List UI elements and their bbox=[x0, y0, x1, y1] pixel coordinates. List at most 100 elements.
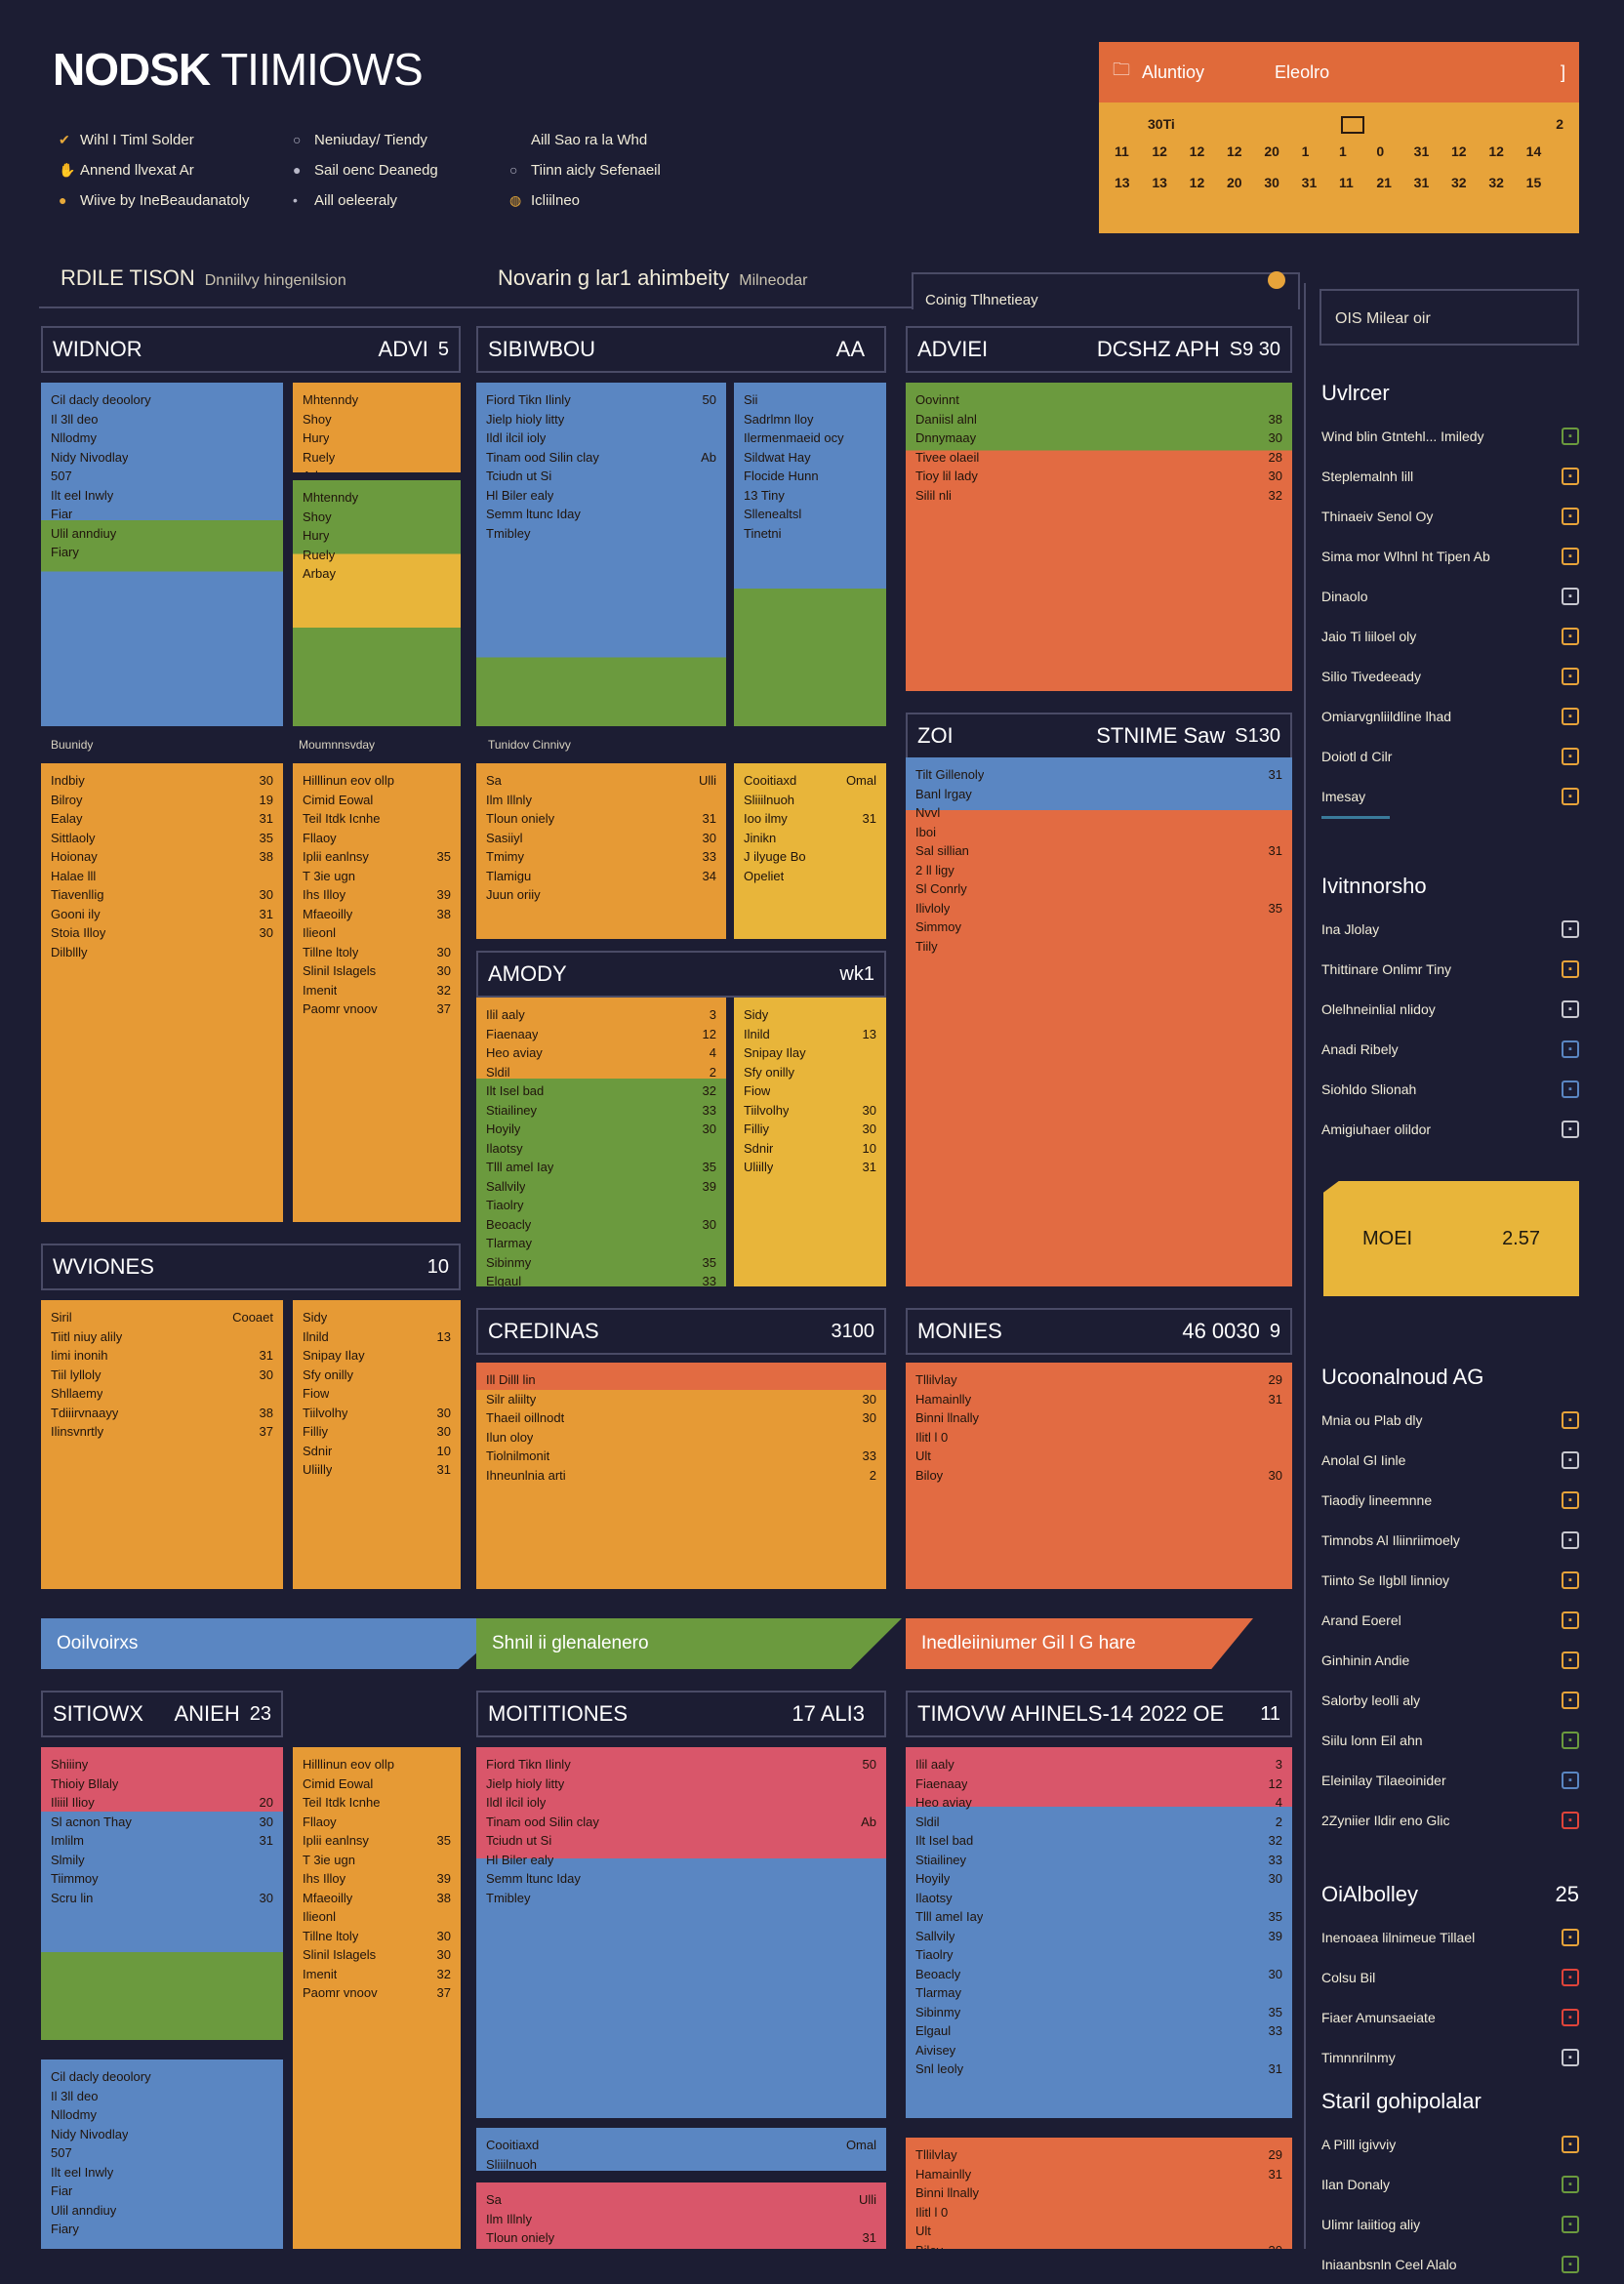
list-item[interactable]: Fllaoy bbox=[303, 1813, 451, 1832]
list-item[interactable]: Fiord Tikn Ilinly 50 bbox=[486, 390, 716, 410]
panel-header[interactable]: ZOI STNIME Saw S130 bbox=[906, 713, 1292, 759]
calendar-day[interactable]: 12 bbox=[1189, 175, 1205, 190]
card-b[interactable]: Mhtenndy Shoy Hury Ruely Arbay bbox=[293, 383, 461, 472]
list-item[interactable]: Ilt eel Inwly bbox=[51, 2163, 273, 2182]
card-l[interactable]: Sidy Ilnild 13 Snipay Ilay Sfy onilly Fiow Tii… bbox=[293, 1300, 461, 1589]
list-item[interactable]: Imenit 32 bbox=[303, 1965, 451, 1984]
calendar-day[interactable]: 12 bbox=[1189, 143, 1205, 159]
panel-header[interactable]: SITIOWX ANIEH 23 bbox=[41, 1691, 283, 1737]
section-banner[interactable]: Ooilvoirxs bbox=[41, 1618, 515, 1669]
list-item[interactable]: Ilt Isel bad 32 bbox=[915, 1831, 1282, 1851]
list-item[interactable]: Elgaul 33 bbox=[915, 2021, 1282, 2041]
list-item[interactable]: Thaeil oillnodt 30 bbox=[486, 1408, 876, 1428]
panel-header[interactable]: MOITITIONES 17 ALI3 bbox=[476, 1691, 886, 1737]
list-item[interactable]: Jielp hioly litty bbox=[486, 1774, 876, 1794]
list-item[interactable]: Shllaemy bbox=[51, 1384, 273, 1404]
list-item[interactable]: Hl Biler ealy bbox=[486, 1851, 876, 1870]
list-item[interactable]: T 3ie ugn bbox=[303, 1851, 451, 1870]
sidebar-item[interactable]: Steplemalnh lill ▪ bbox=[1321, 456, 1579, 496]
card-n[interactable]: Ill Dilll lin Silr aliilty 30 Thaeil oillno… bbox=[476, 1363, 886, 1589]
list-item[interactable]: Iliiil Ilioy 20 bbox=[51, 1793, 273, 1813]
tab-timeline[interactable]: Coinig Tlhnetieay bbox=[912, 272, 1300, 309]
sidebar-item[interactable]: Arand Eoerel ▪ bbox=[1321, 1600, 1579, 1640]
list-item[interactable]: Hamainlly 31 bbox=[915, 1390, 1282, 1409]
sidebar-item[interactable]: Inenoaea lilnimeue Tillael ▪ bbox=[1321, 1917, 1579, 1957]
list-item[interactable]: Tllilvlay 29 bbox=[915, 1370, 1282, 1390]
list-item[interactable]: Sallvily 39 bbox=[915, 1927, 1282, 1946]
list-item[interactable]: Ioo ilmy 31 bbox=[744, 809, 876, 829]
list-item[interactable]: Iplii eanlnsy 35 bbox=[303, 847, 451, 867]
calendar-day[interactable]: 30 bbox=[1264, 175, 1279, 190]
legend-item[interactable]: ✔ Wihl I Timl Solder bbox=[59, 125, 249, 155]
sidebar-search-input[interactable]: OIS Milear oir bbox=[1320, 289, 1579, 346]
list-item[interactable]: Cimid Eowal bbox=[303, 1774, 451, 1794]
list-item[interactable]: Sadrlmn lloy bbox=[744, 410, 876, 429]
list-item[interactable]: Tciudn ut Si bbox=[486, 1831, 876, 1851]
panel-header[interactable]: AMODY wk1 bbox=[476, 951, 886, 998]
section-label-mid[interactable]: Novarin g lar1 ahimbeity Milneodar bbox=[498, 265, 808, 290]
calendar-day[interactable]: 32 bbox=[1488, 175, 1504, 190]
list-item[interactable]: Imenit 32 bbox=[303, 981, 451, 1000]
sidebar-item[interactable]: Colsu Bil ▪ bbox=[1321, 1957, 1579, 1997]
list-item[interactable]: Teil Itdk Icnhe bbox=[303, 809, 451, 829]
list-item[interactable]: 13 Tiny bbox=[744, 486, 876, 506]
panel-header[interactable]: TIMOVW AHINELS-14 2022 OE 11 bbox=[906, 1691, 1292, 1737]
list-item[interactable]: Cil dacly deoolory bbox=[51, 390, 273, 410]
list-item[interactable]: Tioy lil lady 30 bbox=[915, 467, 1282, 486]
card-a[interactable]: Cil dacly deoolory Il 3ll deo Nllodmy Nidy … bbox=[41, 383, 283, 726]
list-item[interactable]: Flocide Hunn bbox=[744, 467, 876, 486]
list-item[interactable]: Aivisey bbox=[915, 2041, 1282, 2060]
list-item[interactable]: Tlll amel Iay 35 bbox=[486, 1158, 716, 1177]
highlight-card[interactable]: MOEI 2.57 bbox=[1323, 1181, 1579, 1296]
calendar-day[interactable]: 12 bbox=[1450, 143, 1467, 159]
list-item[interactable]: Biloy 30 bbox=[915, 1466, 1282, 1486]
calendar-day[interactable]: 32 bbox=[1450, 175, 1467, 190]
list-item[interactable]: Shoy bbox=[303, 508, 451, 527]
list-item[interactable]: Tiavenllig 30 bbox=[51, 885, 273, 905]
sidebar-item[interactable]: A Pilll igivviy ▪ bbox=[1321, 2124, 1579, 2164]
list-item[interactable]: Hoyily 30 bbox=[486, 1120, 716, 1139]
list-item[interactable]: Sl Conrly bbox=[915, 879, 1282, 899]
calendar-day[interactable]: 12 bbox=[1488, 143, 1504, 159]
card-a[interactable]: Cil dacly deoolory Il 3ll deo Nllodmy Nidy … bbox=[41, 2060, 283, 2249]
sidebar-item[interactable]: Ina Jlolay ▪ bbox=[1321, 909, 1579, 949]
list-item[interactable]: Ilermenmaeid ocy bbox=[744, 428, 876, 448]
list-item[interactable]: Tlamigu 34 bbox=[486, 867, 716, 886]
list-item[interactable]: Sldil 2 bbox=[486, 1063, 716, 1082]
list-item[interactable]: Jinikn bbox=[744, 829, 876, 848]
legend-item[interactable]: ○ Neniuday/ Tiendy bbox=[293, 125, 438, 155]
list-item[interactable]: Filliy 30 bbox=[303, 1422, 451, 1442]
list-item[interactable]: Biloy 30 bbox=[915, 2241, 1282, 2250]
list-item[interactable]: Ildl ilcil ioly bbox=[486, 1793, 876, 1813]
list-item[interactable]: Arbay bbox=[303, 467, 451, 472]
sidebar-item[interactable]: Fiaer Amunsaeiate ▪ bbox=[1321, 1997, 1579, 2037]
list-item[interactable]: Semm ltunc Iday bbox=[486, 1869, 876, 1889]
sidebar-item[interactable]: Amigiuhaer olildor ▪ bbox=[1321, 1109, 1579, 1149]
list-item[interactable]: Sfy onilly bbox=[303, 1366, 451, 1385]
list-item[interactable]: Tloun oniely 31 bbox=[486, 809, 716, 829]
list-item[interactable]: Sldil 2 bbox=[915, 1813, 1282, 1832]
list-item[interactable]: Tdiiirvnaayy 38 bbox=[51, 1404, 273, 1423]
legend-item[interactable]: ● Sail oenc Deanedg bbox=[293, 155, 438, 185]
card-c[interactable]: Fiord Tikn Ilinly 50 Jielp hioly litty Ildl… bbox=[476, 1747, 886, 2118]
list-item[interactable]: Fiary bbox=[51, 2220, 273, 2239]
sidebar-item[interactable]: Mnia ou Plab dly ▪ bbox=[1321, 1400, 1579, 1440]
list-item[interactable]: Ult bbox=[915, 1447, 1282, 1466]
list-item[interactable]: Sa Ulli bbox=[486, 771, 716, 791]
list-item[interactable]: Binni llnally bbox=[915, 2183, 1282, 2203]
list-item[interactable]: Mfaeoilly 38 bbox=[303, 1889, 451, 1908]
list-item[interactable]: Tiilvolhy 30 bbox=[744, 1101, 876, 1121]
list-item[interactable]: Ealay 31 bbox=[51, 809, 273, 829]
list-item[interactable]: 507 bbox=[51, 2143, 273, 2163]
list-item[interactable]: Hamainlly 31 bbox=[915, 2165, 1282, 2184]
list-item[interactable]: Fllaoy bbox=[303, 829, 451, 848]
calendar-day[interactable]: 20 bbox=[1264, 143, 1279, 159]
list-item[interactable]: Bilroy 19 bbox=[51, 791, 273, 810]
list-item[interactable]: Slinil Islagels 30 bbox=[303, 961, 451, 981]
list-item[interactable]: Fiar bbox=[51, 505, 273, 524]
list-item[interactable]: Tiil lylloly 30 bbox=[51, 1366, 273, 1385]
legend-item[interactable]: • Aill oeleeraly bbox=[293, 185, 438, 216]
list-item[interactable]: Iplii eanlnsy 35 bbox=[303, 1831, 451, 1851]
sidebar-item[interactable]: Wind blin Gtntehl... Imiledy ▪ bbox=[1321, 416, 1579, 456]
